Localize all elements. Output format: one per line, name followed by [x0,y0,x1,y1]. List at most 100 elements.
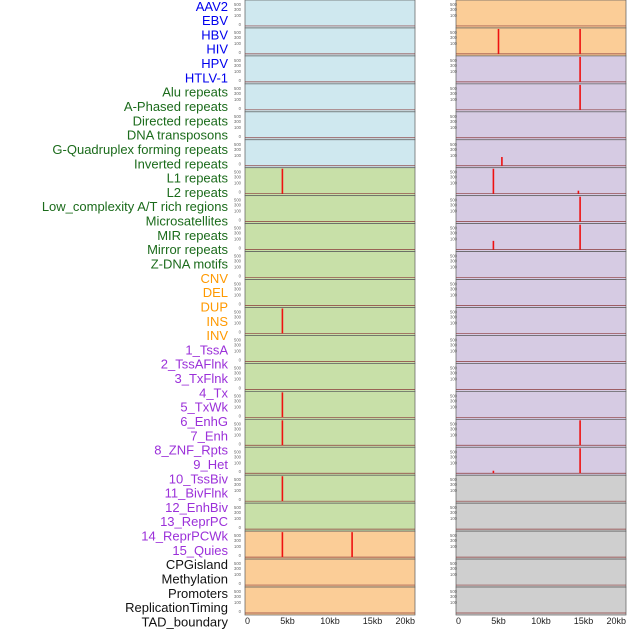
svg-text:300: 300 [234,315,242,320]
svg-text:300: 300 [450,63,458,68]
svg-text:0: 0 [245,616,250,626]
svg-text:100: 100 [450,97,458,102]
svg-text:100: 100 [450,125,458,130]
svg-text:100: 100 [450,13,458,18]
svg-text:HTLV-1: HTLV-1 [185,70,228,85]
svg-text:100: 100 [450,516,458,521]
svg-text:15_Quies: 15_Quies [172,543,228,558]
svg-text:6_EnhG: 6_EnhG [180,414,228,429]
svg-text:100: 100 [450,293,458,298]
svg-text:20kb: 20kb [395,616,415,626]
svg-text:100: 100 [450,153,458,158]
svg-text:12_EnhBiv: 12_EnhBiv [165,500,228,515]
svg-text:0: 0 [456,616,461,626]
svg-text:100: 100 [450,41,458,46]
svg-text:L2 repeats: L2 repeats [167,185,229,200]
svg-text:300: 300 [234,594,242,599]
svg-text:100: 100 [234,376,242,381]
svg-text:100: 100 [450,460,458,465]
svg-text:ReplicationTiming: ReplicationTiming [125,600,228,615]
svg-text:100: 100 [450,237,458,242]
svg-text:300: 300 [234,510,242,515]
svg-text:300: 300 [450,566,458,571]
svg-text:300: 300 [450,342,458,347]
svg-text:300: 300 [234,538,242,543]
svg-text:10_TssBiv: 10_TssBiv [169,471,229,486]
svg-text:10kb: 10kb [531,616,551,626]
svg-text:HPV: HPV [201,56,228,71]
svg-text:G-Quadruplex forming repeats: G-Quadruplex forming repeats [52,142,228,157]
svg-text:100: 100 [234,265,242,270]
svg-text:300: 300 [234,482,242,487]
svg-text:300: 300 [450,398,458,403]
svg-text:Low_complexity A/T rich region: Low_complexity A/T rich regions [42,199,229,214]
svg-text:300: 300 [234,342,242,347]
svg-text:300: 300 [234,35,242,40]
svg-text:100: 100 [450,404,458,409]
svg-text:300: 300 [450,231,458,236]
svg-text:TAD_boundary: TAD_boundary [142,614,229,629]
svg-text:300: 300 [450,7,458,12]
svg-text:CPGisland: CPGisland [166,557,228,572]
svg-text:100: 100 [234,209,242,214]
svg-text:8_ZNF_Rpts: 8_ZNF_Rpts [154,443,228,458]
svg-text:300: 300 [234,7,242,12]
svg-text:300: 300 [450,35,458,40]
svg-text:100: 100 [450,265,458,270]
svg-text:100: 100 [234,432,242,437]
svg-text:300: 300 [450,287,458,292]
svg-text:100: 100 [234,544,242,549]
svg-text:9_Het: 9_Het [193,457,228,472]
svg-text:300: 300 [234,566,242,571]
svg-text:100: 100 [234,600,242,605]
svg-text:300: 300 [450,119,458,124]
svg-text:Z-DNA motifs: Z-DNA motifs [151,256,229,271]
svg-text:100: 100 [450,181,458,186]
svg-text:300: 300 [234,231,242,236]
svg-text:300: 300 [450,370,458,375]
svg-text:100: 100 [450,321,458,326]
svg-text:100: 100 [234,572,242,577]
svg-text:100: 100 [234,516,242,521]
svg-text:100: 100 [234,181,242,186]
svg-text:DNA transposons: DNA transposons [127,128,229,143]
svg-text:INV: INV [206,328,228,343]
svg-text:DUP: DUP [201,299,228,314]
svg-text:L1 repeats: L1 repeats [167,171,229,186]
svg-text:300: 300 [450,203,458,208]
svg-text:DEL: DEL [203,285,228,300]
svg-text:100: 100 [450,209,458,214]
svg-text:300: 300 [450,454,458,459]
svg-text:100: 100 [234,404,242,409]
svg-text:Microsatellites: Microsatellites [146,214,229,229]
svg-text:3_TxFlnk: 3_TxFlnk [175,371,229,386]
svg-text:20kb: 20kb [606,616,626,626]
svg-text:100: 100 [450,348,458,353]
svg-text:300: 300 [450,482,458,487]
svg-text:300: 300 [234,370,242,375]
svg-text:Alu repeats: Alu repeats [162,85,228,100]
svg-text:4_Tx: 4_Tx [199,385,228,400]
svg-text:EBV: EBV [202,13,228,28]
svg-text:Methylation: Methylation [162,571,228,586]
svg-text:5kb: 5kb [491,616,506,626]
svg-text:10kb: 10kb [320,616,340,626]
svg-text:100: 100 [234,293,242,298]
svg-text:5kb: 5kb [280,616,295,626]
svg-text:300: 300 [234,259,242,264]
svg-text:100: 100 [234,41,242,46]
svg-text:300: 300 [450,147,458,152]
svg-text:300: 300 [234,287,242,292]
svg-text:300: 300 [234,454,242,459]
svg-text:300: 300 [450,175,458,180]
svg-text:13_ReprPC: 13_ReprPC [160,514,228,529]
svg-text:Mirror repeats: Mirror repeats [147,242,228,257]
svg-text:100: 100 [450,488,458,493]
svg-text:14_ReprPCWk: 14_ReprPCWk [141,529,228,544]
svg-text:A-Phased repeats: A-Phased repeats [124,99,229,114]
svg-text:2_TssAFlnk: 2_TssAFlnk [161,357,229,372]
svg-text:15kb: 15kb [363,616,383,626]
svg-text:7_Enh: 7_Enh [190,428,228,443]
svg-text:15kb: 15kb [574,616,594,626]
svg-text:300: 300 [450,538,458,543]
